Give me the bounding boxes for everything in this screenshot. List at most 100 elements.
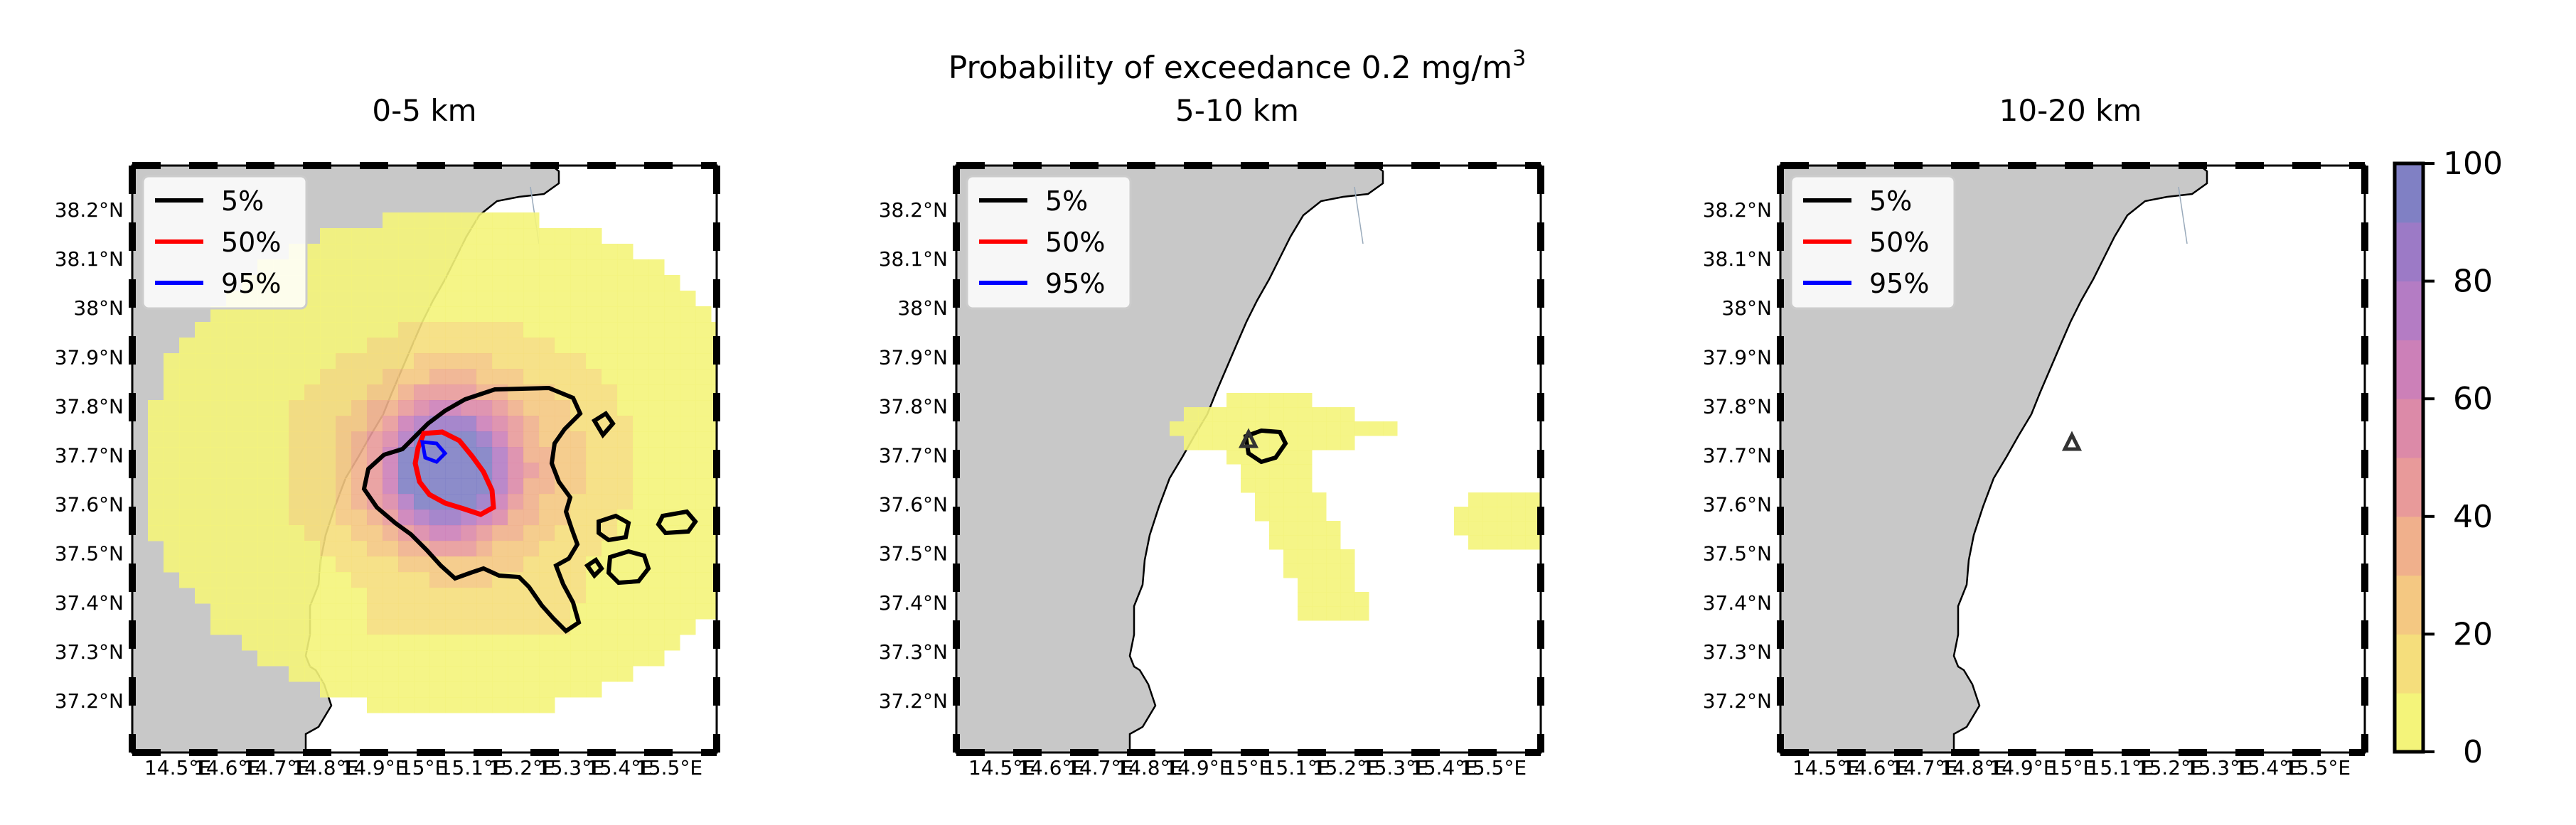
probability-cell [351, 588, 368, 604]
probability-cell [1170, 421, 1185, 436]
probability-cell [1298, 606, 1313, 621]
probability-cell [633, 478, 649, 495]
probability-cell [476, 259, 493, 276]
probability-cell [695, 509, 712, 526]
probability-cell [1482, 507, 1497, 522]
probability-cell [1511, 492, 1526, 507]
probability-cell [195, 416, 211, 432]
probability-cell [398, 541, 415, 557]
probability-cell [508, 338, 524, 354]
probability-cell [1283, 492, 1298, 507]
probability-cell [523, 681, 540, 698]
probability-cell [226, 416, 242, 432]
probability-cell [210, 463, 227, 479]
probability-cell [617, 338, 634, 354]
probability-cell [367, 556, 383, 573]
probability-cell [1468, 507, 1483, 522]
probability-cell [164, 494, 180, 510]
probability-cell [210, 572, 227, 588]
probability-cell [289, 322, 305, 338]
probability-cell [617, 463, 634, 479]
probability-cell [508, 463, 524, 479]
probability-cell [508, 509, 524, 526]
probability-cell [695, 447, 712, 463]
probability-cell [445, 666, 461, 682]
probability-cell [633, 650, 649, 667]
probability-cell [289, 541, 305, 557]
probability-cell [680, 338, 696, 354]
probability-cell [539, 650, 555, 667]
probability-cell [1468, 492, 1483, 507]
probability-cell [351, 369, 368, 385]
probability-cell [461, 478, 477, 495]
probability-cell [210, 478, 227, 495]
probability-cell [617, 384, 634, 401]
probability-cell [195, 431, 211, 448]
probability-cell [273, 384, 289, 401]
probability-cell [1497, 521, 1512, 536]
probability-cell [555, 369, 571, 385]
probability-cell [680, 478, 696, 495]
probability-cell [461, 338, 477, 354]
probability-cell [398, 588, 415, 604]
probability-cell [539, 478, 555, 495]
probability-cell [226, 353, 242, 370]
colorbar-band [2395, 399, 2423, 458]
contour-5pct [1243, 428, 1288, 465]
probability-cell [367, 541, 383, 557]
legend-box [1790, 175, 1956, 310]
probability-cell [210, 322, 227, 338]
probability-cell [617, 244, 634, 260]
probability-cell [383, 244, 399, 260]
probability-cell [304, 400, 321, 416]
probability-cell [476, 447, 493, 463]
probability-cell [179, 400, 196, 416]
probability-cell [1241, 464, 1256, 479]
probability-cell [414, 556, 430, 573]
probability-cell [336, 275, 352, 291]
probability-cell [695, 603, 712, 620]
probability-cell [1312, 535, 1327, 550]
probability-cell [414, 697, 430, 713]
probability-cell [476, 416, 493, 432]
probability-cell [164, 384, 180, 401]
probability-cell [383, 212, 399, 229]
probability-cell [383, 416, 399, 432]
probability-cell [602, 494, 618, 510]
probability-cell [429, 525, 446, 541]
probability-cell [257, 603, 274, 620]
probability-cell [1184, 436, 1199, 451]
probability-cell [602, 384, 618, 401]
probability-cell [539, 697, 555, 713]
probability-cell [367, 635, 383, 651]
probability-cell [429, 572, 446, 588]
probability-cell [320, 431, 336, 448]
probability-cell [398, 635, 415, 651]
probability-cell [210, 494, 227, 510]
probability-cell [336, 478, 352, 495]
probability-cell [523, 322, 540, 338]
probability-cell [336, 525, 352, 541]
probability-cell [1354, 592, 1369, 607]
probability-cell [492, 416, 508, 432]
probability-cell [633, 431, 649, 448]
probability-cell [555, 228, 571, 244]
probability-cell [586, 681, 602, 698]
probability-cell [179, 525, 196, 541]
figure-title: Probability of exceedance 0.2 mg/m3 [948, 46, 1526, 86]
probability-cell [257, 322, 274, 338]
probability-cell [602, 338, 618, 354]
probability-cell [304, 541, 321, 557]
probability-cell [586, 244, 602, 260]
probability-cell [539, 525, 555, 541]
probability-cell [1255, 464, 1270, 479]
probability-cell [539, 353, 555, 370]
probability-cell [633, 509, 649, 526]
lon-tick-label: 14.7°E [1067, 756, 1133, 780]
probability-cell [414, 681, 430, 698]
legend-label: 50% [221, 227, 281, 258]
probability-cell [508, 259, 524, 276]
probability-cell [445, 369, 461, 385]
probability-cell [492, 431, 508, 448]
probability-cell [289, 494, 305, 510]
